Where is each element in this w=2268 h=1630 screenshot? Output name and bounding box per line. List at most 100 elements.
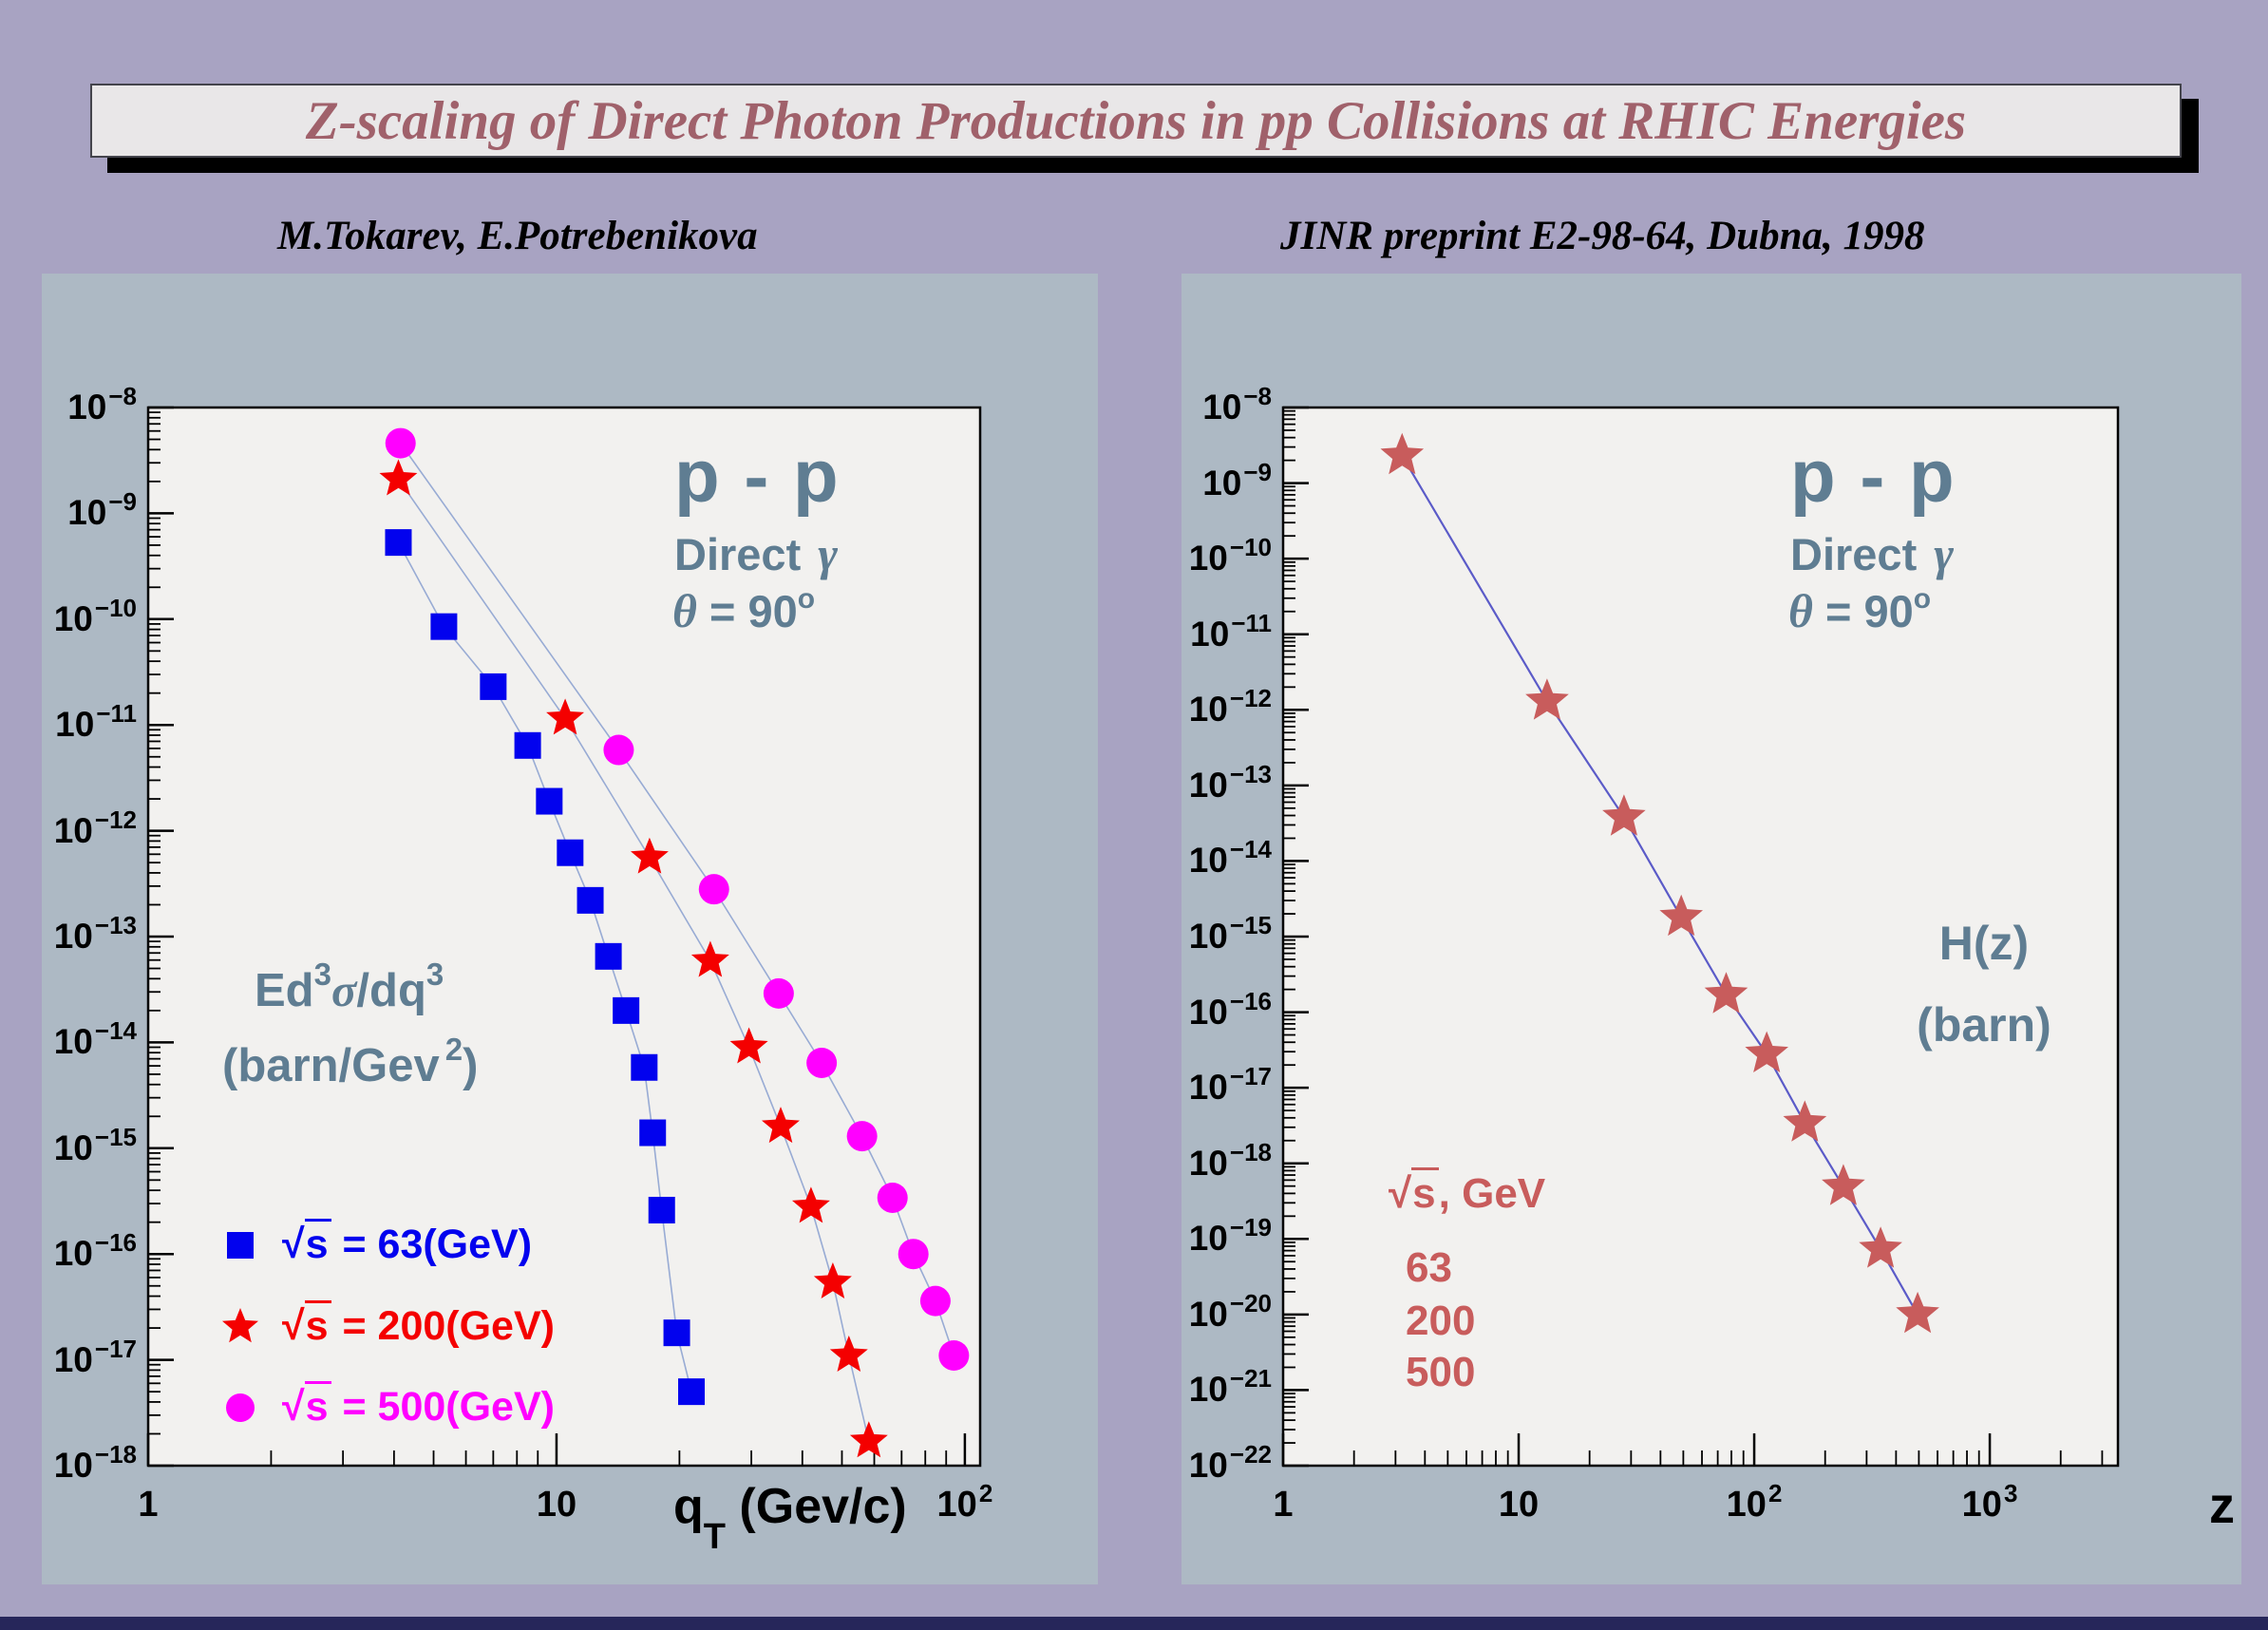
- data-point-star: [1859, 1226, 1902, 1268]
- x-tick-label: 102: [1726, 1479, 1783, 1525]
- data-point-square: [576, 886, 604, 914]
- data-point-star: [849, 1421, 888, 1458]
- data-point-circle: [603, 734, 634, 766]
- y-tick-label: 10−8: [67, 382, 137, 426]
- data-point-star: [813, 1262, 852, 1298]
- y-tick-label: 10−14: [53, 1016, 137, 1062]
- x-tick-label: 1: [1273, 1485, 1294, 1525]
- data-point-star: [829, 1336, 868, 1372]
- legend-item-sqrts-500: √s = 500(GeV): [217, 1381, 555, 1431]
- data-point-square: [631, 1053, 658, 1081]
- data-point-star: [631, 837, 669, 874]
- y-tick-label: 10−8: [1202, 382, 1272, 426]
- legend-energy-200: 200: [1406, 1298, 1476, 1344]
- y-tick-label: 10−20: [1188, 1288, 1272, 1334]
- theta-symbol: θ: [1788, 584, 1813, 637]
- legend-marker-star-icon: [222, 1307, 258, 1342]
- data-point-star: [1659, 894, 1703, 937]
- x-tick-label: 102: [936, 1479, 993, 1525]
- data-point-circle: [938, 1339, 970, 1371]
- data-point-circle: [919, 1285, 951, 1317]
- y-tick-label: 10−22: [1188, 1440, 1272, 1485]
- scaling-function-units: (barn): [1917, 998, 2051, 1052]
- gamma-symbol: γ: [1934, 527, 1955, 580]
- title-banner: Z-scaling of Direct Photon Productions i…: [90, 84, 2182, 158]
- sigma-symbol: σ: [331, 964, 357, 1016]
- y-tick-label: 10−21: [1188, 1364, 1272, 1410]
- y-tick-label: 10−11: [1190, 608, 1272, 654]
- x-tick-label: 103: [1961, 1479, 2018, 1525]
- data-point-square: [639, 1119, 667, 1147]
- data-point-circle: [898, 1239, 929, 1270]
- data-point-square: [385, 529, 412, 557]
- y-tick-label: 10−19: [1188, 1213, 1272, 1259]
- data-point-star: [1602, 794, 1646, 836]
- data-point-star: [729, 1027, 768, 1064]
- data-point-circle: [763, 977, 794, 1009]
- process-label: Direct γ: [1790, 527, 1955, 580]
- legend-energy-500: 500: [1406, 1349, 1476, 1395]
- data-point-square: [430, 613, 458, 640]
- series-line: [400, 443, 955, 1356]
- y-tick-label: 10−16: [53, 1228, 137, 1274]
- right-chart-canvas: [1281, 406, 2120, 1468]
- y-tick-label: 10−17: [53, 1334, 137, 1379]
- x-axis-title: z: [2209, 1477, 2235, 1534]
- x-tick-label: 10: [1498, 1485, 1540, 1525]
- data-point-square: [648, 1196, 675, 1223]
- data-point-square: [514, 731, 541, 759]
- y-tick-label: 10−14: [1188, 835, 1272, 881]
- right-chart-panel: p - p Direct γ θ = 90o H(z) (barn) √s, Ge…: [1181, 274, 2241, 1584]
- angle-label: θ = 90o: [1788, 583, 1932, 637]
- data-point-star: [1745, 1031, 1788, 1072]
- legend-marker-square-icon: [227, 1231, 254, 1259]
- data-point-circle: [806, 1047, 838, 1078]
- data-point-star: [546, 698, 584, 735]
- sqrt-icon: √: [1389, 1170, 1412, 1217]
- y-tick-label: 10−15: [1188, 911, 1272, 956]
- y-tick-label: 10−16: [1188, 986, 1272, 1032]
- authors-text: M.Tokarev, E.Potrebenikova: [277, 214, 758, 258]
- yaxis-units: (barn/Gev 2): [222, 1032, 479, 1091]
- y-tick-label: 10−12: [1188, 684, 1272, 730]
- preprint-reference: JINR preprint E2-98-64, Dubna, 1998: [1280, 214, 1925, 258]
- data-point-star: [762, 1107, 800, 1144]
- process-label: Direct γ: [674, 527, 839, 580]
- bottom-edge-strip: [0, 1617, 2268, 1630]
- data-point-square: [227, 1231, 254, 1259]
- sqrt-icon: √: [282, 1384, 305, 1430]
- series-line: [397, 479, 870, 1442]
- theta-symbol: θ: [672, 584, 697, 637]
- x-tick-label: 1: [138, 1485, 159, 1525]
- data-point-star: [1525, 678, 1569, 720]
- data-point-square: [557, 839, 584, 866]
- scaling-function-label: H(z): [1938, 917, 2030, 970]
- legend-energy-63: 63: [1406, 1244, 1452, 1291]
- reaction-label: p - p: [1790, 434, 1956, 518]
- data-point-square: [595, 942, 622, 970]
- sqrt-icon: √: [282, 1222, 305, 1267]
- left-chart-canvas: [146, 406, 982, 1468]
- data-point-star: [690, 940, 729, 977]
- data-point-circle: [846, 1121, 878, 1152]
- legend-item-sqrts-200: √s = 200(GeV): [217, 1300, 555, 1350]
- legend-header-sqrt-s-gev: √s, GeV: [1389, 1167, 1545, 1218]
- y-tick-label: 10−9: [1202, 457, 1272, 502]
- data-point-star: [792, 1186, 830, 1223]
- y-tick-label: 10−12: [53, 805, 137, 850]
- x-axis-title: qT (Gev/c): [673, 1479, 907, 1558]
- data-point-square: [678, 1378, 706, 1406]
- data-point-square: [480, 673, 507, 700]
- y-tick-label: 10−13: [53, 911, 137, 956]
- y-tick-label: 10−11: [55, 699, 137, 745]
- data-point-square: [663, 1319, 690, 1347]
- legend-item-sqrts-63: √s = 63(GeV): [217, 1219, 532, 1268]
- y-tick-label: 10−18: [1188, 1137, 1272, 1183]
- y-tick-label: 10−17: [1188, 1062, 1272, 1108]
- data-point-star: [1783, 1100, 1827, 1142]
- sqrt-icon: √: [282, 1303, 305, 1349]
- data-point-star: [1704, 972, 1748, 1014]
- data-point-star: [1380, 432, 1425, 475]
- slide-title: Z-scaling of Direct Photon Productions i…: [305, 90, 1967, 151]
